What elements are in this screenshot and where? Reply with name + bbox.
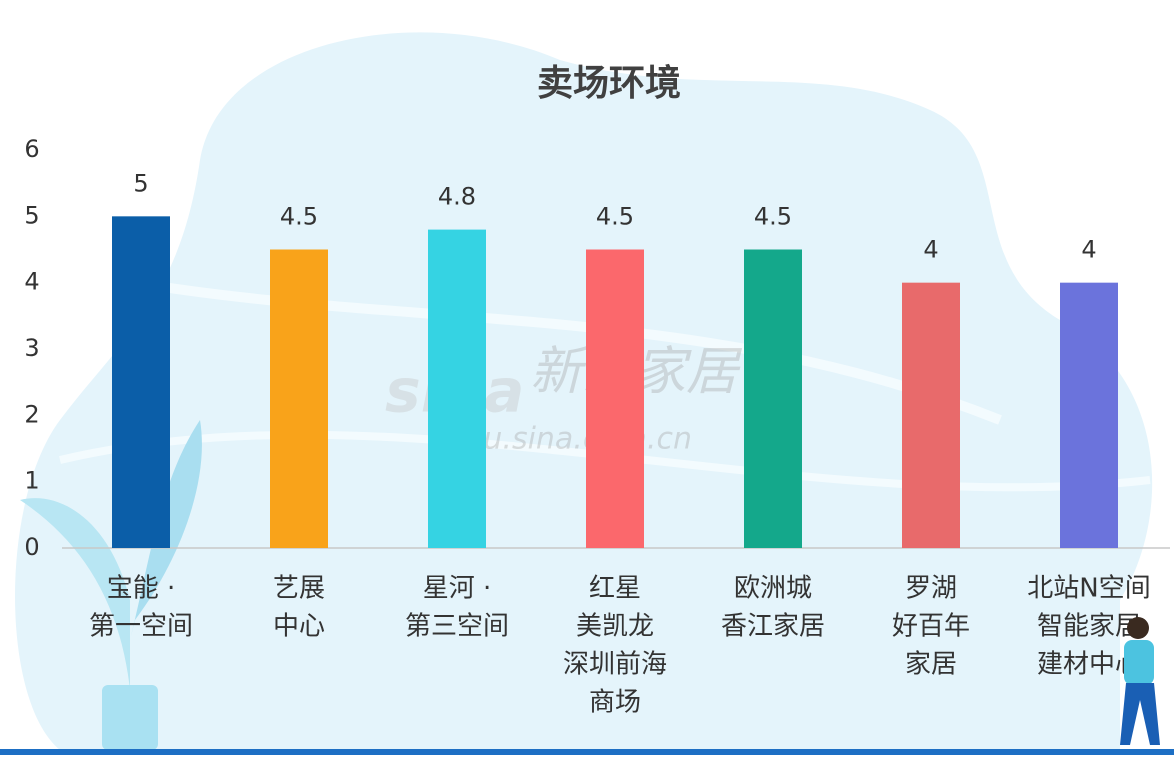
x-tick-label: 北站N空间: [1027, 574, 1150, 604]
bar: [428, 229, 486, 548]
value-label: 4: [1081, 236, 1096, 264]
x-tick-label: 宝能 ·: [107, 574, 176, 604]
x-tick-label: 美凯龙: [576, 612, 654, 642]
value-label: 5: [133, 169, 148, 197]
x-tick-label: 欧洲城: [734, 574, 812, 604]
y-tick-label: 3: [24, 334, 39, 362]
x-tick-label: 红星: [589, 574, 641, 604]
x-tick-label: 建材中心: [1037, 650, 1141, 680]
x-tick-label: 香江家居: [721, 612, 825, 642]
value-label: 4: [923, 236, 938, 264]
x-tick-label: 深圳前海: [563, 650, 667, 680]
value-label: 4.5: [596, 203, 634, 231]
y-tick-label: 6: [24, 135, 39, 163]
y-tick-label: 4: [24, 268, 39, 296]
y-tick-label: 2: [24, 400, 39, 428]
x-tick-label: 罗湖: [905, 574, 957, 604]
bar: [1060, 282, 1118, 548]
floor-line: [0, 749, 1174, 755]
x-tick-label: 中心: [273, 612, 325, 642]
x-tick-label: 第一空间: [89, 612, 193, 642]
y-tick-label: 1: [24, 467, 39, 495]
x-tick-label: 好百年: [892, 612, 970, 642]
chart-title: 卖场环境: [537, 63, 681, 104]
bar: [902, 282, 960, 548]
y-tick-label: 0: [24, 533, 39, 561]
person-decoration: [1120, 617, 1160, 745]
value-label: 4.8: [438, 183, 476, 211]
bar: [586, 249, 644, 548]
x-tick-label: 商场: [589, 688, 641, 718]
x-tick-label: 第三空间: [405, 612, 509, 642]
x-tick-label: 智能家居: [1037, 612, 1141, 642]
y-tick-label: 5: [24, 201, 39, 229]
x-tick-label: 家居: [905, 650, 957, 680]
background-curve: [119, 275, 1002, 425]
x-tick-label: 星河 ·: [423, 574, 492, 604]
bar: [112, 216, 170, 549]
value-label: 4.5: [754, 203, 792, 231]
bar: [270, 249, 328, 548]
value-label: 4.5: [280, 203, 318, 231]
x-tick-label: 艺展: [273, 574, 325, 604]
background-blob: [15, 32, 1153, 750]
bar: [744, 249, 802, 548]
